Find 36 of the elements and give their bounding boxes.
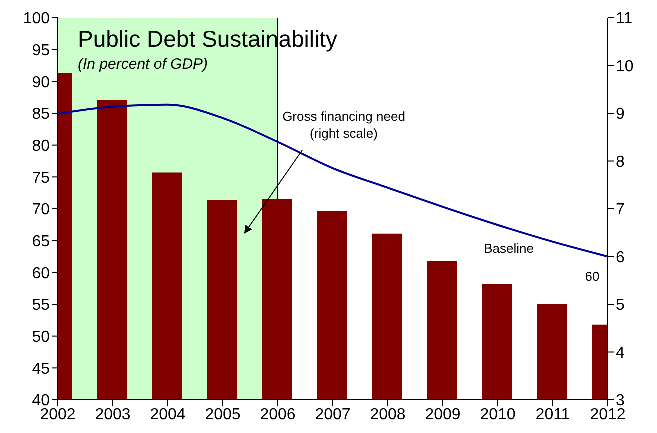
- y-tick-label: 60: [32, 265, 50, 282]
- y2-tick-label: 10: [616, 58, 634, 76]
- y-tick-label: 70: [32, 202, 50, 219]
- y2-tick-label: 4: [616, 344, 625, 362]
- x-tick-label: 2004: [150, 406, 186, 424]
- x-tick-label: 2007: [315, 406, 351, 424]
- y-tick-label: 100: [23, 10, 50, 28]
- y2-tick-label: 11: [616, 10, 633, 28]
- line-series: [58, 104, 608, 258]
- annotation: Baseline: [484, 240, 534, 257]
- annotation: 60: [585, 268, 600, 285]
- y-tick-label: 85: [32, 106, 50, 124]
- y2-tick-label: 5: [616, 297, 625, 314]
- annotation: Gross financing need (right scale): [282, 108, 406, 142]
- y-tick-label: 50: [32, 329, 50, 346]
- y2-tick-label: 9: [616, 106, 625, 124]
- y-tick-label: 80: [32, 138, 50, 156]
- y2-tick-label: 8: [616, 154, 625, 171]
- y-tick-label: 65: [32, 234, 50, 251]
- text: (In percent of GDP): [78, 56, 208, 73]
- y-tick-label: 90: [32, 74, 50, 92]
- y-tick-label: 95: [32, 42, 50, 60]
- x-tick-label: 2005: [205, 406, 241, 424]
- y-tick-label: 55: [32, 297, 50, 314]
- y2-tick-label: 6: [616, 249, 625, 266]
- y-tick-label: 45: [32, 360, 50, 378]
- x-tick-label: 2009: [425, 406, 461, 424]
- y-tick-label: 75: [32, 170, 50, 187]
- x-tick-label: 2003: [95, 406, 131, 424]
- x-tick-label: 2006: [260, 406, 296, 424]
- x-tick-label: 2002: [40, 406, 76, 424]
- x-tick-label: 2008: [370, 406, 406, 424]
- x-tick-label: 2012: [590, 406, 626, 424]
- x-tick-label: 2011: [536, 406, 570, 424]
- x-tick-label: 2010: [480, 406, 516, 424]
- y2-tick-label: 7: [616, 202, 625, 219]
